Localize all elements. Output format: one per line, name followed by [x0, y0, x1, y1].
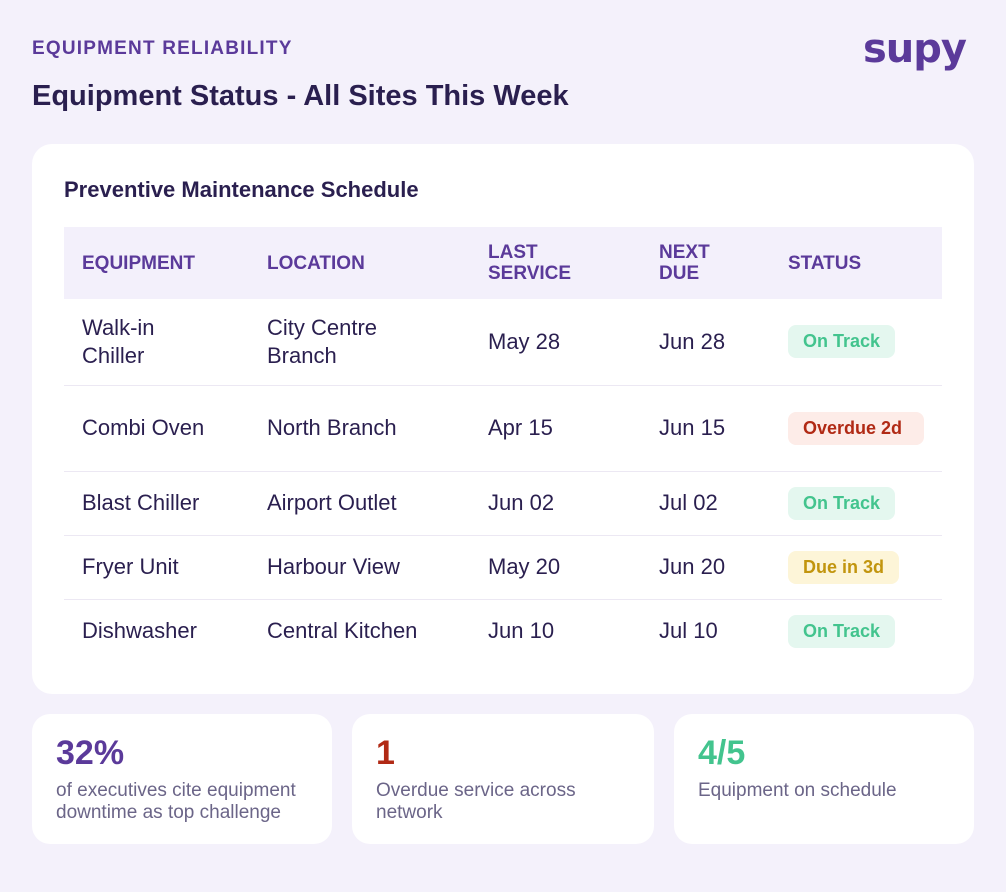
cell-location: Harbour View — [249, 535, 470, 600]
cell-location: Central Kitchen — [267, 618, 418, 644]
cell-status: Overdue 2d — [770, 385, 942, 472]
stat-value: 1 — [376, 734, 395, 772]
cell-next-due: Jul 10 — [659, 618, 718, 644]
card-title: Preventive Maintenance Schedule — [64, 177, 419, 202]
table-row: Walk-in Chiller City Centre Branch May 2… — [64, 299, 942, 386]
cell-equipment: Blast Chiller — [64, 471, 249, 536]
cell-next-due: Jun 15 — [641, 385, 770, 472]
column-header-status: STATUS — [788, 252, 862, 274]
cell-next-due: Jun 20 — [641, 535, 770, 600]
cell-location: Airport Outlet — [249, 471, 470, 536]
cell-last-service: Jun 10 — [488, 618, 555, 644]
cell-location: City Centre Branch — [249, 299, 470, 386]
cell-last-service: May 20 — [470, 535, 641, 600]
table-row: Blast Chiller Airport Outlet Jun 02 Jul … — [64, 471, 942, 536]
stat-card-downtime: 32% of executives cite equipment downtim… — [32, 714, 332, 844]
stat-label: Overdue service across network — [376, 780, 576, 823]
page-title: Equipment Status - All Sites This Week — [32, 80, 569, 112]
stat-label: of executives cite equipment downtime as… — [56, 780, 296, 823]
cell-status: Due in 3d — [770, 535, 942, 600]
stat-card-overdue: 1 Overdue service across network — [352, 714, 654, 844]
cell-location: North Branch — [249, 385, 470, 472]
status-badge: Overdue 2d — [788, 411, 924, 445]
stats-row: 32% of executives cite equipment downtim… — [32, 714, 974, 844]
cell-equipment: Dishwasher — [82, 618, 197, 644]
table-row: Dishwasher Central Kitchen Jun 10 Jul 10… — [64, 599, 942, 663]
cell-status: On Track — [770, 299, 942, 386]
maintenance-table: EQUIPMENT LOCATION LAST SERVICE NEXT DUE… — [64, 227, 942, 663]
table-row: Combi Oven North Branch Apr 15 Jun 15 Ov… — [64, 385, 942, 472]
stat-card-on-schedule: 4/5 Equipment on schedule — [674, 714, 974, 844]
cell-equipment: Fryer Unit — [64, 535, 249, 600]
column-header-equipment: EQUIPMENT — [82, 252, 195, 274]
cell-last-service: Jun 02 — [470, 471, 641, 536]
status-badge: On Track — [788, 614, 896, 648]
cell-equipment: Combi Oven — [64, 385, 249, 472]
cell-equipment: Walk-in Chiller — [64, 299, 249, 386]
cell-status: On Track — [770, 599, 942, 663]
cell-next-due: Jul 02 — [641, 471, 770, 536]
status-badge: On Track — [788, 486, 896, 520]
supy-logo: supy — [863, 26, 967, 72]
eyebrow-label: EQUIPMENT RELIABILITY — [32, 38, 293, 59]
cell-last-service: May 28 — [470, 299, 641, 386]
column-header-location: LOCATION — [267, 252, 365, 274]
cell-next-due: Jun 28 — [641, 299, 770, 386]
table-row: Fryer Unit Harbour View May 20 Jun 20 Du… — [64, 535, 942, 600]
stat-label: Equipment on schedule — [698, 780, 897, 801]
maintenance-schedule-card: Preventive Maintenance Schedule EQUIPMEN… — [32, 144, 974, 694]
cell-last-service: Apr 15 — [470, 385, 641, 472]
status-badge: On Track — [788, 325, 896, 359]
table-header-row: EQUIPMENT LOCATION LAST SERVICE NEXT DUE… — [64, 227, 942, 299]
stat-value: 4/5 — [698, 734, 746, 772]
column-header-last-service: LAST SERVICE — [488, 242, 572, 284]
status-badge: Due in 3d — [788, 550, 900, 584]
stat-value: 32% — [56, 734, 125, 772]
cell-status: On Track — [770, 471, 942, 536]
column-header-next-due: NEXT DUE — [659, 242, 710, 284]
